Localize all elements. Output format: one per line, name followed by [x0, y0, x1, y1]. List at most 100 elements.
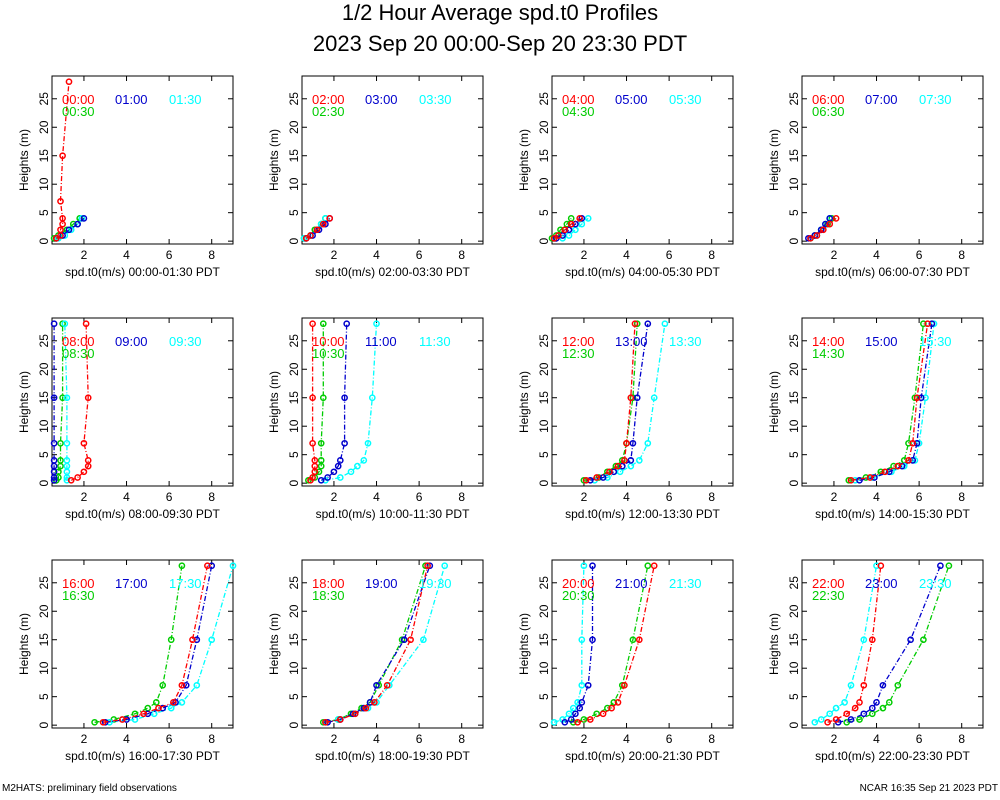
x-tick-label: 4 [623, 732, 630, 746]
series-2200 [824, 562, 885, 726]
x-tick-label: 4 [873, 490, 880, 504]
data-point [608, 704, 615, 712]
legend-label: 05:00 [615, 92, 648, 107]
x-tick-label: 2 [81, 490, 88, 504]
data-point [920, 636, 927, 644]
x-tick-label: 8 [208, 732, 215, 746]
data-point [574, 699, 581, 706]
panel-11: 2 4 6 8 0 5 10 15 20 25 Heights (m) spd.t0(m/s) 20:… [517, 559, 734, 763]
series-1000 [307, 320, 319, 484]
x-tick-label: 2 [831, 490, 838, 504]
data-point [309, 394, 316, 402]
data-point [364, 439, 372, 447]
legend-label: 00:30 [62, 104, 95, 119]
data-point [170, 699, 177, 706]
chart-subtitle: 2023 Sep 20 00:00-Sep 20 23:30 PDT [312, 31, 688, 56]
x-tick-label: 2 [581, 490, 588, 504]
data-point [373, 320, 380, 328]
legend-label: 11:30 [419, 334, 451, 349]
data-point [847, 476, 855, 484]
data-point [572, 226, 579, 234]
data-point [580, 716, 588, 723]
legend-label: 12:00 [562, 334, 595, 349]
data-point [307, 232, 314, 239]
legend-label: 19:30 [419, 576, 452, 591]
data-point [550, 718, 558, 726]
data-point [569, 704, 577, 712]
data-point [59, 220, 66, 228]
legend-label: 15:30 [919, 334, 952, 349]
y-axis-label: Heights (m) [17, 129, 31, 191]
y-tick-label: 0 [287, 237, 301, 244]
y-tick-label: 15 [537, 391, 551, 405]
data-point [567, 220, 575, 228]
data-point [319, 220, 327, 228]
series-line [577, 565, 655, 723]
data-point [193, 636, 201, 644]
data-point [375, 681, 383, 689]
y-tick-label: 0 [537, 479, 551, 486]
x-tick-label: 2 [331, 490, 338, 504]
y-tick-label: 20 [37, 362, 51, 376]
y-tick-label: 20 [37, 604, 51, 618]
data-point [561, 718, 569, 726]
x-tick-label: 8 [458, 248, 465, 262]
data-point [606, 468, 613, 476]
x-tick-label: 2 [581, 732, 588, 746]
y-tick-label: 5 [287, 451, 301, 458]
data-point [407, 636, 414, 644]
data-point [922, 394, 929, 402]
series-1600 [99, 562, 211, 726]
data-point [905, 439, 912, 447]
series-0000 [52, 78, 73, 242]
x-axis-label: spd.t0(m/s) 02:00-03:30 PDT [315, 265, 470, 279]
x-tick-label: 6 [416, 490, 423, 504]
y-tick-label: 25 [537, 576, 551, 590]
data-point [582, 476, 590, 484]
x-tick-label: 2 [331, 732, 338, 746]
x-tick-label: 4 [123, 732, 130, 746]
data-point [373, 681, 380, 689]
data-point [578, 681, 586, 689]
data-point [627, 462, 635, 470]
x-tick-label: 2 [331, 248, 338, 262]
data-point [360, 457, 368, 464]
y-tick-label: 5 [287, 209, 301, 216]
y-tick-label: 10 [537, 661, 551, 675]
data-point [832, 704, 840, 712]
data-point [909, 457, 917, 464]
data-point [635, 457, 643, 464]
data-point [336, 716, 344, 723]
y-tick-label: 25 [37, 92, 51, 106]
data-point [555, 232, 562, 239]
y-axis-label: Heights (m) [267, 613, 281, 675]
data-point [589, 636, 596, 644]
x-tick-label: 8 [958, 248, 965, 262]
series-0930 [61, 320, 71, 484]
data-point [580, 562, 588, 570]
y-axis-label: Heights (m) [17, 613, 31, 675]
y-tick-label: 5 [537, 693, 551, 700]
plot-frame [301, 317, 484, 487]
data-point [159, 704, 167, 712]
data-point [63, 457, 71, 464]
plot-frame [301, 75, 484, 245]
data-point [400, 636, 408, 644]
y-tick-label: 25 [287, 92, 301, 106]
y-tick-label: 20 [287, 604, 301, 618]
plot-frame [51, 559, 234, 729]
legend-label: 03:00 [365, 92, 398, 107]
data-point [847, 716, 855, 723]
data-point [557, 226, 564, 234]
data-point [309, 320, 316, 328]
y-tick-label: 25 [37, 334, 51, 348]
data-point [860, 710, 868, 718]
y-tick-label: 15 [787, 633, 801, 647]
series-1100 [317, 320, 351, 484]
data-point [59, 394, 66, 402]
data-point [578, 699, 586, 706]
legend-label: 05:30 [669, 92, 702, 107]
data-point [599, 710, 607, 718]
data-point [813, 232, 821, 239]
y-axis-label: Heights (m) [517, 129, 531, 191]
